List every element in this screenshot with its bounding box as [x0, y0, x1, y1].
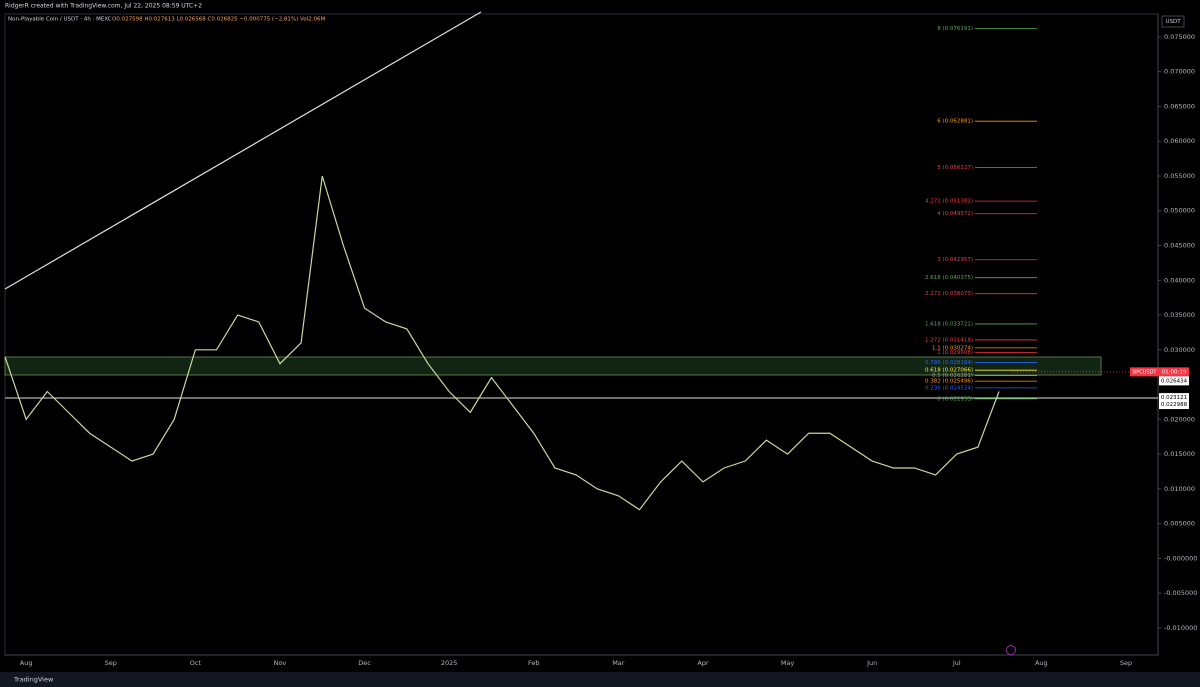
y-tick-label: 0.050000 [1164, 207, 1195, 215]
credit: RidgerR created with TradingView.com, Ju… [5, 3, 202, 10]
countdown-box [1159, 367, 1189, 377]
last-price-box [1130, 367, 1159, 377]
fib-label: 1.618 (0.033721) [925, 321, 973, 327]
price-label: 0.022988 [1161, 402, 1188, 408]
fib-label: 8 (0.076191) [937, 26, 973, 32]
y-tick-label: -0.010000 [1164, 624, 1197, 632]
x-tick-label: Dec [358, 659, 371, 667]
countdown: 01:00:19 [1162, 369, 1187, 375]
y-tick-label: -0.000000 [1164, 554, 1197, 562]
x-tick-label: Feb [528, 659, 540, 667]
x-tick-label: Aug [20, 659, 33, 667]
price-label-box [1159, 400, 1189, 410]
x-tick-label: Apr [697, 659, 709, 667]
ohlc: O0.027598 H0.027613 L0.026568 C0.026825 … [112, 17, 326, 23]
fib-label: 0.5 (0.026281) [932, 373, 973, 379]
x-tick-label: May [781, 659, 795, 667]
price-label: 0.026434 [1161, 378, 1188, 384]
y-tick-label: 0.005000 [1164, 520, 1195, 528]
fib-label: 1.1 (0.030274) [932, 345, 973, 351]
fib-label: 0 (0.022953) [937, 396, 973, 402]
y-tick-label: 0.010000 [1164, 485, 1195, 493]
chart-title: Non-Playable Coin / USDT · 4h · MEXC [8, 17, 112, 23]
fib-label: 0.786 (0.028184) [925, 360, 973, 366]
unit-box [1161, 15, 1185, 28]
price-label: 0.023121 [1161, 395, 1187, 401]
x-tick-label: Aug [1035, 659, 1048, 667]
x-tick-label: Nov [274, 659, 287, 667]
fib-label: 4.272 (0.051382) [925, 199, 973, 205]
x-tick-label: Sep [105, 659, 117, 667]
y-tick-label: 0.030000 [1164, 346, 1195, 354]
event-icon [1006, 645, 1016, 655]
y-tick-label: 0.060000 [1164, 137, 1195, 145]
fib-label: 5 (0.056227) [937, 165, 973, 171]
x-tick-label: Oct [190, 659, 202, 667]
footer-bar [0, 672, 1200, 687]
y-tick-label: -0.005000 [1164, 589, 1197, 597]
fib-label: 4 (0.049572) [937, 211, 973, 217]
x-tick-label: Jul [952, 659, 961, 667]
x-tick-label: Sep [1120, 659, 1132, 667]
footer-brand: TradingView [13, 676, 54, 684]
fib-label: 2.618 (0.040375) [925, 275, 973, 281]
y-tick-label: 0.015000 [1164, 450, 1195, 458]
y-tick-label: 0.020000 [1164, 415, 1195, 423]
fib-label: 0.236 (0.024524) [925, 385, 973, 391]
fib-label: 1.272 (0.031418) [925, 337, 973, 343]
y-tick-label: 0.045000 [1164, 242, 1195, 250]
fib-label: 2.272 (0.038073) [925, 291, 973, 297]
price-label-box [1159, 393, 1189, 403]
price-label-box [1159, 376, 1189, 386]
y-tick-label: 0.055000 [1164, 172, 1195, 180]
fib-label: 6 (0.062881) [937, 119, 973, 125]
price-line [4, 175, 1000, 511]
fib-label: 1 (0.029608) [937, 350, 973, 356]
x-tick-label: 2025 [441, 659, 458, 667]
y-tick-label: 0.035000 [1164, 311, 1195, 319]
y-tick-label: 0.065000 [1164, 102, 1195, 110]
trend-line [4, 11, 482, 290]
fib-label: 0.618 (0.027066) [925, 368, 973, 374]
last-price-symbol: NPCUSDT [1133, 369, 1158, 375]
x-tick-label: Mar [612, 659, 625, 667]
y-tick-label: 0.040000 [1164, 276, 1195, 284]
x-tick-label: Jun [866, 659, 877, 667]
y-axis-label: USDT [1165, 19, 1181, 25]
fib-label: 3 (0.042957) [937, 257, 973, 263]
y-tick-label: 0.070000 [1164, 68, 1195, 76]
y-tick-label: 0.075000 [1164, 33, 1195, 41]
fib-label: 0.382 (0.025496) [925, 379, 973, 385]
